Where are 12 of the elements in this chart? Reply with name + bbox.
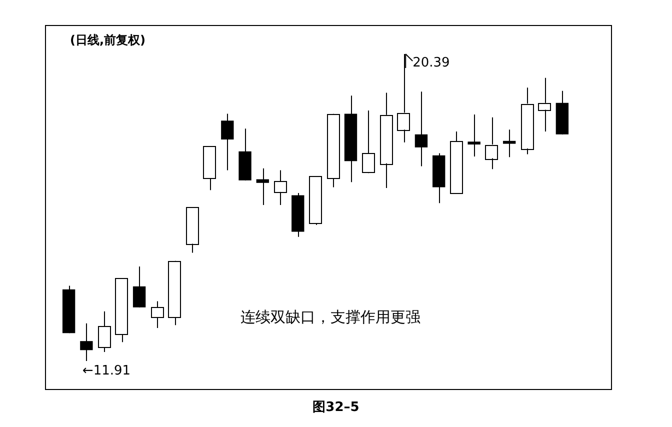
candlestick <box>80 322 93 362</box>
candlestick <box>221 113 234 171</box>
candlestick <box>502 129 516 158</box>
candlestick <box>468 114 480 157</box>
annotation: 连续双缺口，支撑作用更强 <box>240 308 420 326</box>
candlestick <box>256 168 269 206</box>
candlestick <box>414 91 428 167</box>
candlestick <box>132 266 146 308</box>
annotation: 20.39 <box>412 55 450 70</box>
chart-title: (日线,前复权) <box>70 32 146 49</box>
text: ←11.91 <box>82 363 131 378</box>
caption: 图32–5 <box>312 399 360 416</box>
